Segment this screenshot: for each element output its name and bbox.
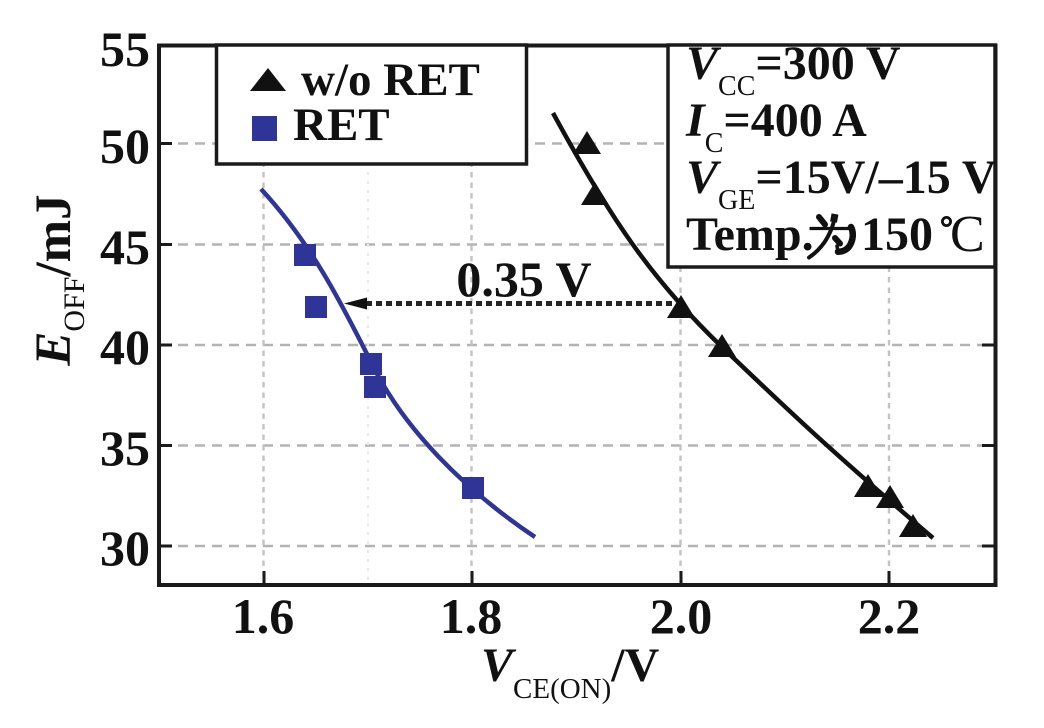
- svg-text:50: 50: [100, 118, 150, 174]
- svg-text:0.35 V: 0.35 V: [456, 251, 591, 307]
- svg-text:IC=400 A: IC=400 A: [685, 94, 867, 159]
- svg-text:30: 30: [100, 520, 150, 576]
- svg-text:Temp.: Temp.: [686, 208, 814, 261]
- svg-text:C: C: [950, 206, 985, 263]
- svg-text:40: 40: [100, 319, 150, 375]
- svg-text:1.8: 1.8: [440, 588, 503, 644]
- svg-text:VGE=15V/–15 V: VGE=15V/–15 V: [686, 151, 997, 216]
- svg-text:w/o RET: w/o RET: [301, 54, 480, 106]
- svg-text:35: 35: [100, 420, 150, 476]
- svg-text:2.0: 2.0: [650, 588, 713, 644]
- svg-text:RET: RET: [293, 99, 390, 151]
- svg-text:150: 150: [861, 208, 933, 261]
- svg-text:1.6: 1.6: [232, 588, 295, 644]
- svg-text:VCC=300 V: VCC=300 V: [686, 37, 901, 102]
- svg-text:55: 55: [100, 21, 150, 77]
- svg-text:2.2: 2.2: [858, 588, 921, 644]
- svg-text:VCE(ON)/V: VCE(ON)/V: [481, 639, 660, 705]
- svg-text:EOFF/mJ: EOFF/mJ: [26, 194, 91, 366]
- svg-text:45: 45: [100, 219, 150, 275]
